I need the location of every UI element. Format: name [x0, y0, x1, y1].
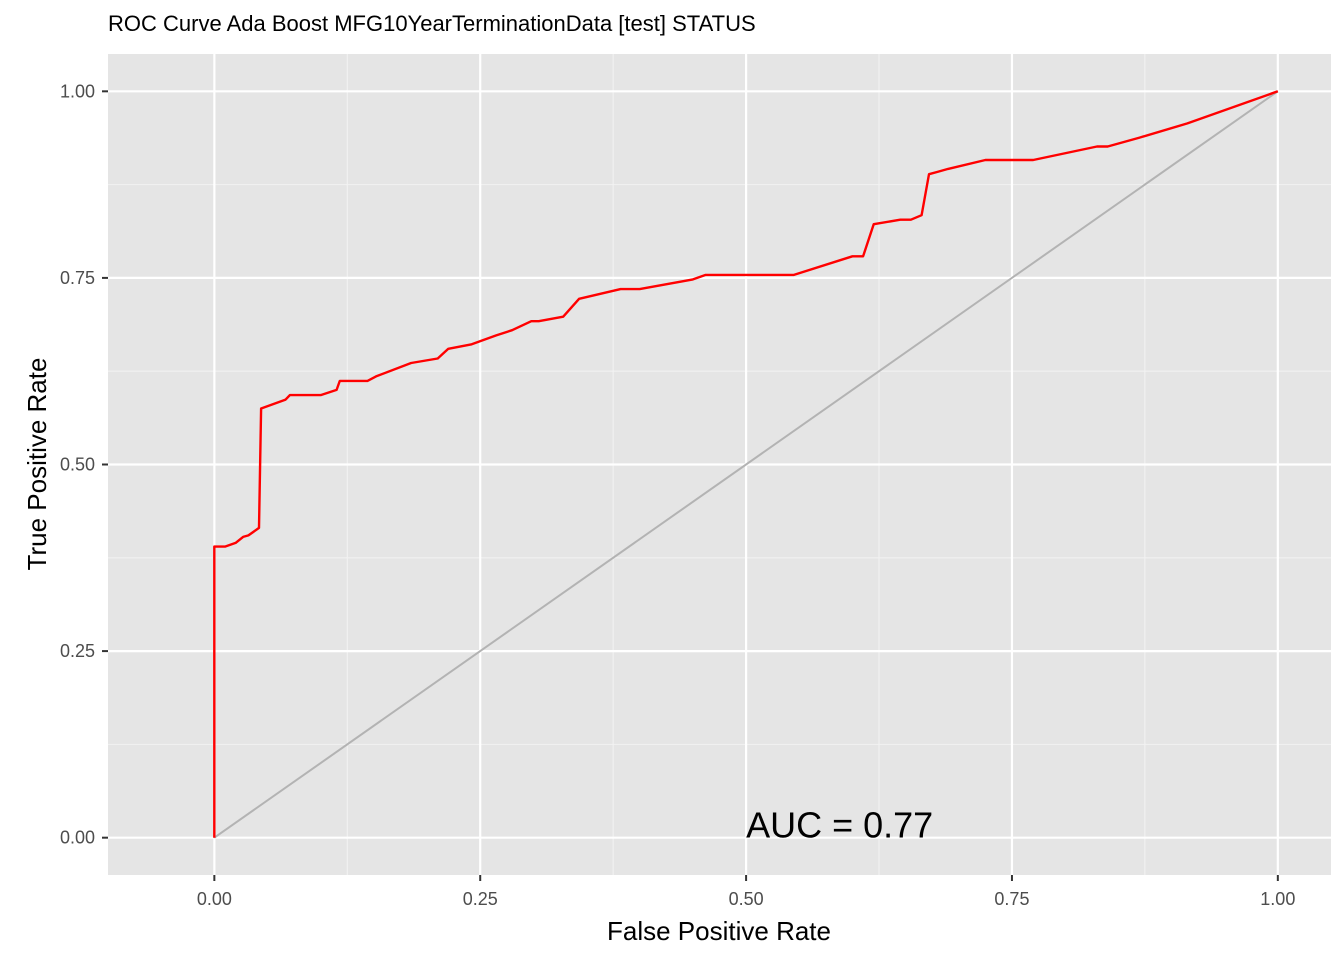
chart-title: ROC Curve Ada Boost MFG10YearTermination…	[108, 11, 756, 36]
x-axis-title: False Positive Rate	[607, 916, 831, 946]
y-tick-label: 0.00	[60, 828, 95, 848]
x-tick-label: 0.75	[994, 889, 1029, 909]
x-tick-label: 0.00	[197, 889, 232, 909]
y-axis-title: True Positive Rate	[22, 358, 52, 571]
roc-curve-line	[213, 90, 1279, 838]
auc-annotation: AUC = 0.77	[746, 805, 933, 846]
series-layer	[213, 90, 1279, 839]
reference-diagonal-line	[213, 90, 1279, 839]
y-tick-label: 0.25	[60, 641, 95, 661]
x-tick-label: 1.00	[1260, 889, 1295, 909]
tick-labels: 0.00 0.25 0.50 0.75 1.00 0.00 0.25 0.50 0.75 1.00	[60, 81, 1295, 909]
y-tick-label: 0.75	[60, 268, 95, 288]
x-tick-label: 0.25	[463, 889, 498, 909]
axis-ticks	[102, 90, 1279, 881]
y-tick-label: 1.00	[60, 81, 95, 101]
y-tick-label: 0.50	[60, 455, 95, 475]
x-tick-label: 0.50	[729, 889, 764, 909]
